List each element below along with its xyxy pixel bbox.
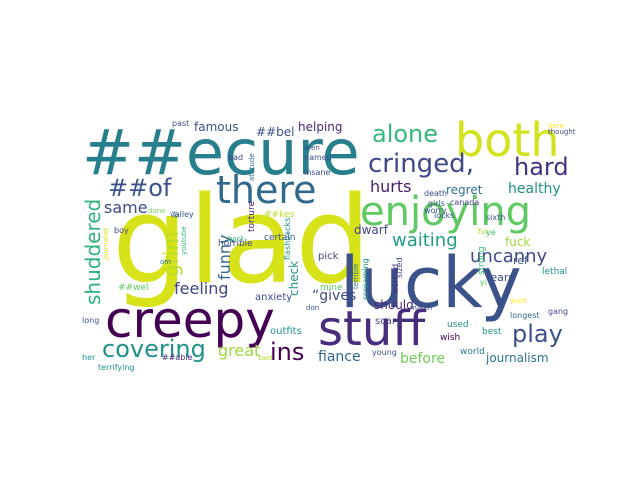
cloud-word: gang <box>548 307 568 316</box>
cloud-word: here <box>548 122 564 130</box>
cloud-word: check <box>287 261 301 296</box>
cloud-word: feeling <box>174 279 229 298</box>
cloud-word: scary <box>375 316 402 327</box>
cloud-word: worried <box>391 264 400 294</box>
cloud-word: ins <box>270 338 304 366</box>
cloud-word: lethal <box>542 267 567 277</box>
cloud-word: youtube <box>180 226 188 255</box>
cloud-word: enjoying <box>360 189 531 235</box>
cloud-word: covering <box>102 335 206 363</box>
cloud-word: insane <box>304 168 330 177</box>
cloud-word: said <box>258 354 272 362</box>
cloud-word: helping <box>298 120 343 134</box>
cloud-word: yi <box>480 278 487 287</box>
cloud-word: world <box>460 347 485 357</box>
cloud-word: famous <box>194 120 238 134</box>
cloud-word: valley <box>170 210 194 219</box>
cloud-word: of <box>172 211 180 218</box>
cloud-word: done <box>148 207 165 215</box>
cloud-word: best <box>482 327 502 337</box>
cloud-word: long <box>82 316 99 325</box>
cloud-word: same <box>104 198 148 217</box>
cloud-word: ref <box>513 254 529 267</box>
cloud-word: stuff <box>318 301 426 357</box>
cloud-word: hard <box>514 153 569 181</box>
cloud-word: her <box>82 353 96 362</box>
cloud-word: ##kes <box>264 210 295 220</box>
cloud-word: uncanny <box>470 246 548 267</box>
cloud-word: attitude <box>248 153 256 181</box>
cloud-word: bad <box>228 153 243 162</box>
cloud-word: for <box>478 227 490 236</box>
cloud-word: sixth <box>486 213 505 222</box>
cloud-word: regret <box>446 183 483 197</box>
cloud-word: aren <box>304 144 320 152</box>
cloud-word: boy <box>114 226 129 235</box>
cloud-word: grim <box>159 231 183 277</box>
cloud-word: om <box>160 258 171 266</box>
cloud-word: play <box>512 320 563 348</box>
cloud-word: terrifying <box>98 363 135 372</box>
cloud-word: cringed, <box>368 149 474 179</box>
cloud-word: mine <box>320 283 343 293</box>
cloud-word: want <box>510 297 527 305</box>
cloud-word: creepy <box>105 291 275 349</box>
cloud-word: there <box>216 168 317 212</box>
cloud-word: glad <box>112 172 371 311</box>
cloud-word: canada <box>450 198 479 207</box>
cloud-word: alone <box>372 120 438 148</box>
cloud-word: tears <box>486 271 514 284</box>
cloud-word: certain <box>264 233 295 243</box>
cloud-word: match <box>410 304 432 312</box>
cloud-word: great <box>218 341 260 360</box>
cloud-word: young <box>372 348 397 357</box>
cloud-word: fuck <box>505 235 530 249</box>
cloud-word: ##wel <box>118 283 148 293</box>
cloud-word: both <box>455 113 560 167</box>
cloud-word: before <box>400 351 445 367</box>
cloud-word: ##of <box>108 174 172 202</box>
cloud-word: girls <box>428 199 445 208</box>
cloud-word: anxiety <box>255 292 292 303</box>
cloud-word: thought <box>548 128 576 136</box>
cloud-word: dwarf <box>354 223 389 237</box>
cloud-word: waiting <box>392 230 458 251</box>
cloud-word: shuddered <box>81 199 105 305</box>
cloud-word: outfits <box>270 326 302 337</box>
cloud-word: don <box>306 304 319 312</box>
cloud-word: “gives <box>312 288 356 304</box>
cloud-word: ##able <box>162 353 193 362</box>
cloud-word: ##ecure <box>82 116 360 189</box>
cloud-word: healthy <box>508 181 561 197</box>
cloud-word: fiance <box>318 349 361 365</box>
cloud-word: named <box>304 153 332 162</box>
cloud-word: strong <box>477 246 487 275</box>
cloud-word: used <box>447 320 469 330</box>
cloud-word: locks <box>434 211 454 220</box>
cloud-word: screaming <box>361 258 370 300</box>
cloud-word: torture <box>247 201 257 232</box>
cloud-word: flashbacks <box>283 218 292 260</box>
cloud-word: wish <box>440 333 460 343</box>
cloud-word: worry <box>424 206 447 215</box>
cloud-word: hurts <box>370 177 411 196</box>
cloud-word: ye <box>486 228 496 237</box>
cloud-word: sized <box>395 257 404 278</box>
cloud-word: horrible <box>218 239 253 249</box>
cloud-word: journalism <box>485 351 549 365</box>
cloud-word: longest <box>510 311 540 320</box>
cloud-word: funny <box>215 234 234 280</box>
cloud-word: past <box>172 119 189 128</box>
cloud-word: death <box>424 189 447 198</box>
cloud-word: journalist <box>102 227 110 261</box>
cloud-word: back <box>228 235 246 243</box>
cloud-word: terrible <box>352 264 360 289</box>
cloud-word: lucky <box>340 242 522 324</box>
cloud-word: pick <box>318 251 339 262</box>
cloud-word: ##bel <box>256 125 294 139</box>
cloud-word: should <box>374 298 414 312</box>
